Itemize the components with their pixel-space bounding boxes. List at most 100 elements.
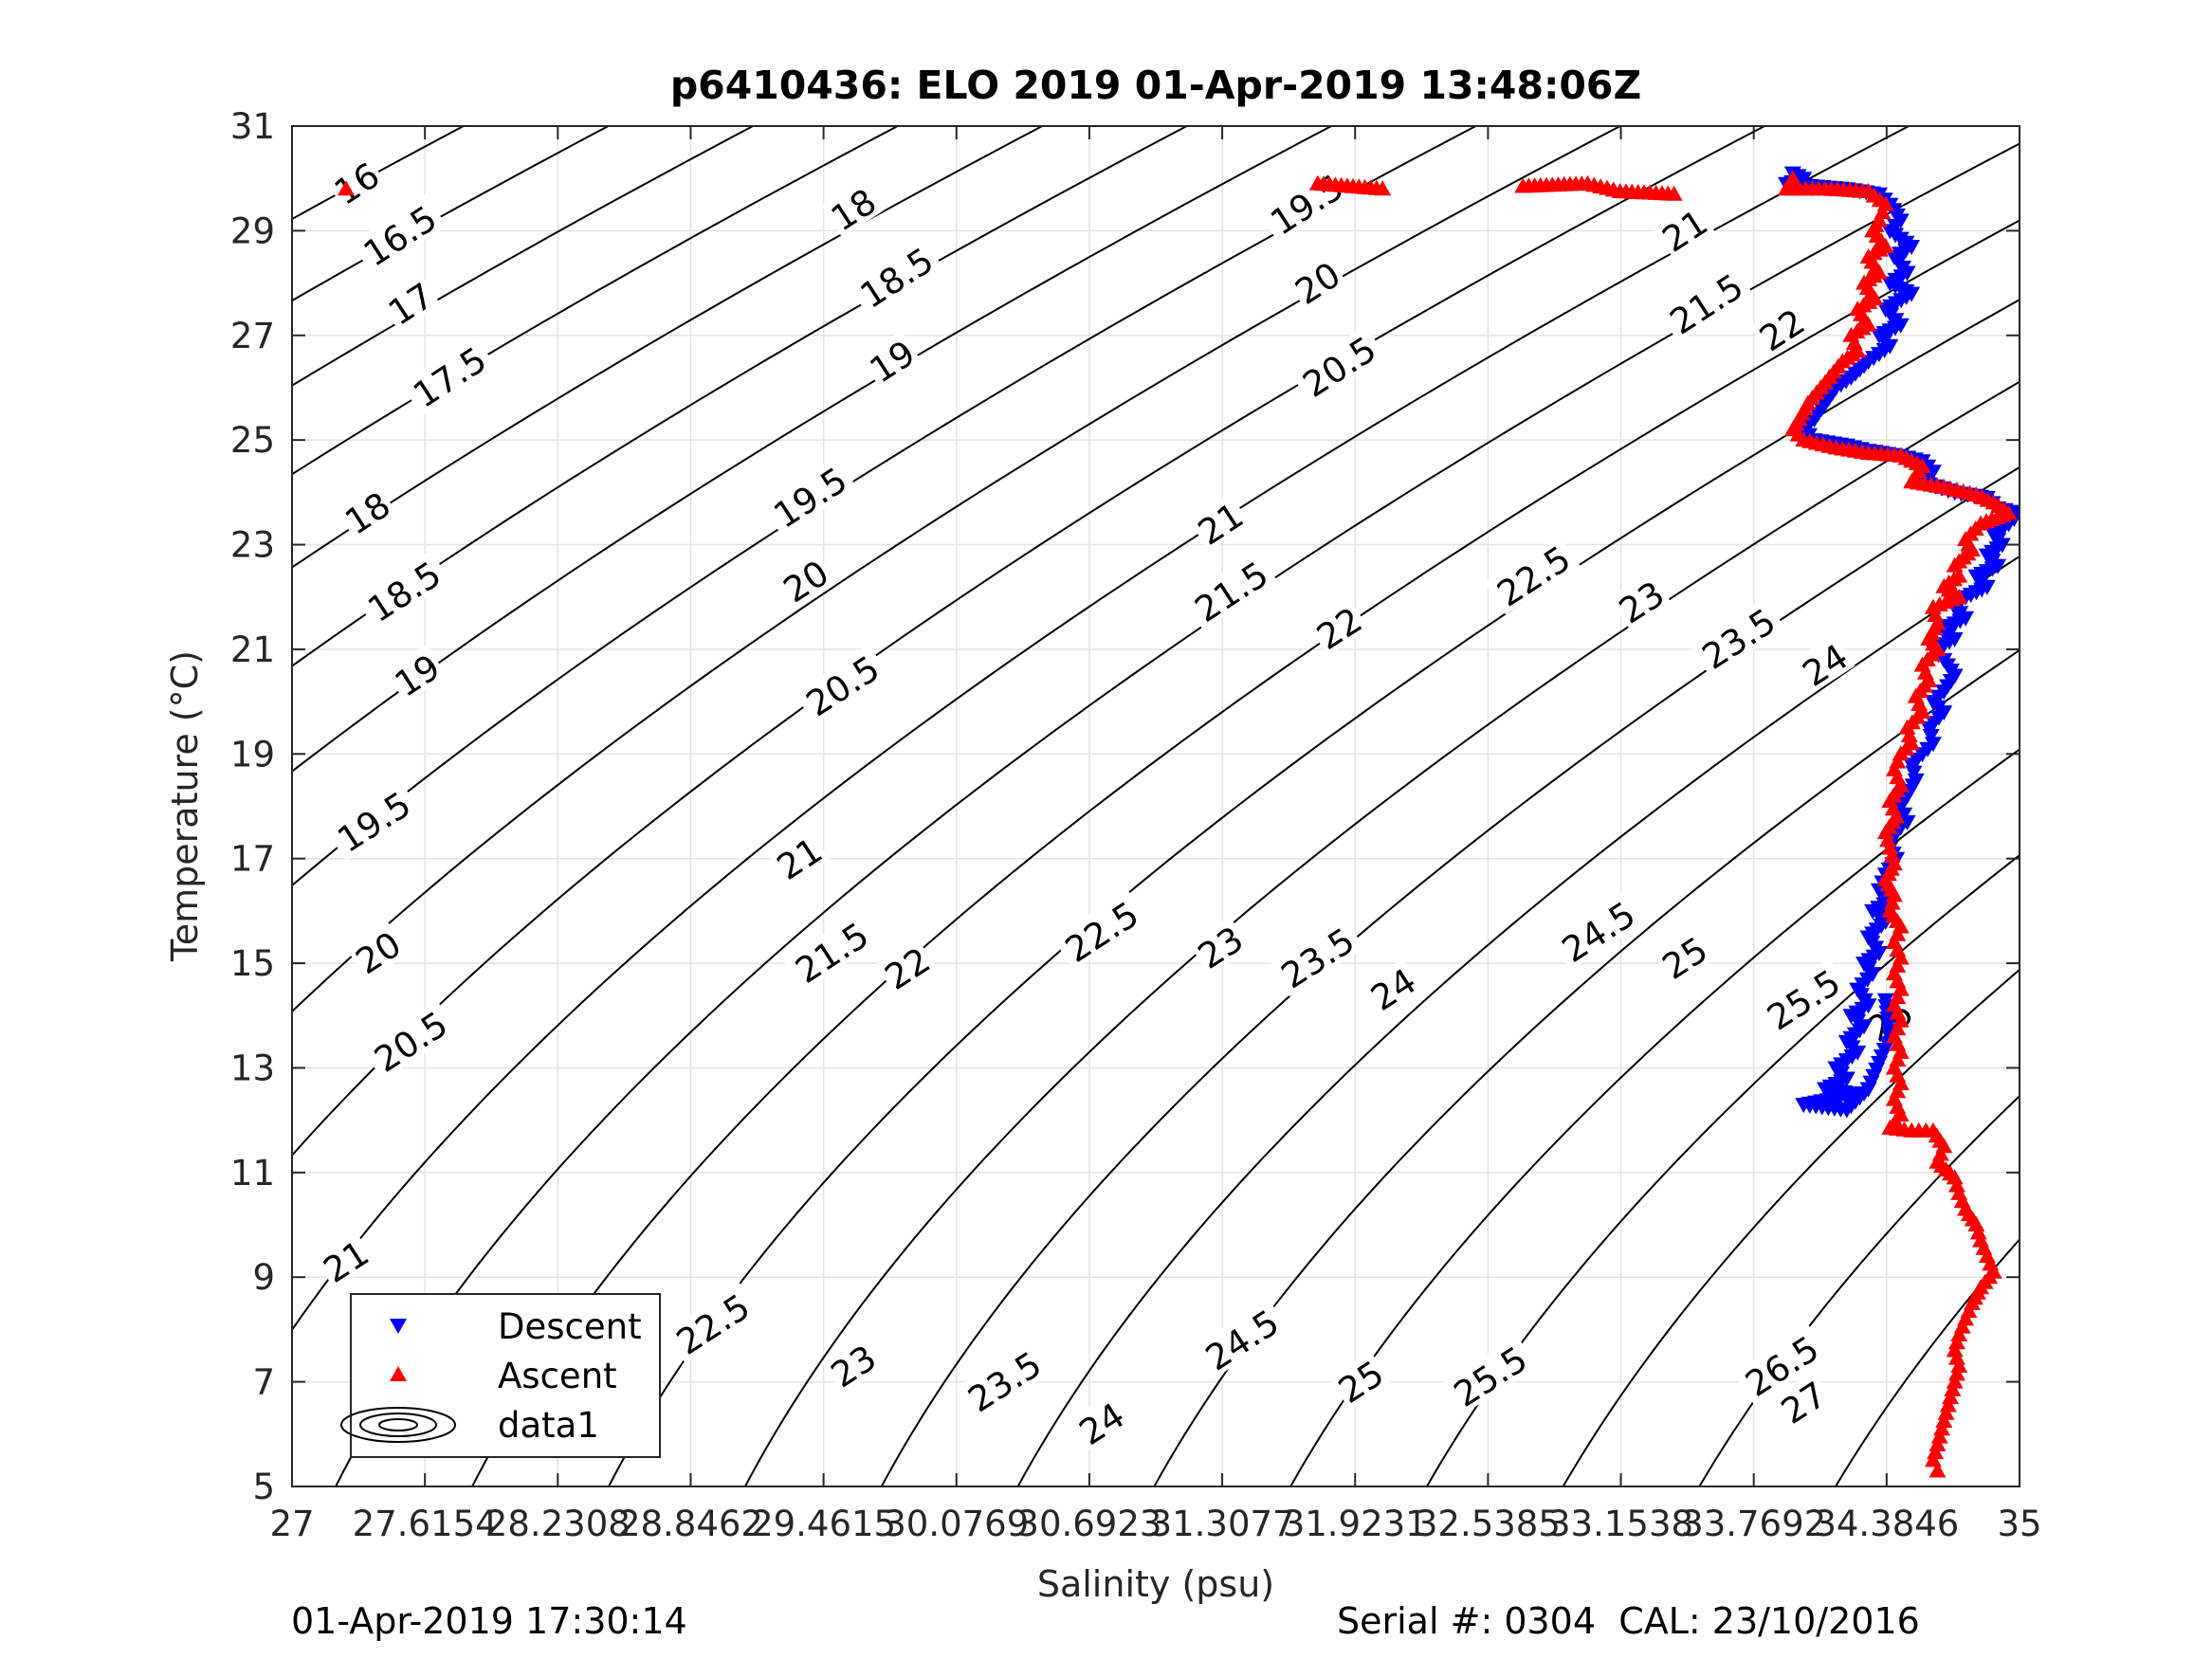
contour-label-bg [346,921,409,981]
data-point [1942,1389,1960,1405]
footer-timestamp: 01-Apr-2019 17:30:14 [291,1600,687,1642]
contour-label-bg [1793,633,1856,693]
data-point [1930,1428,1948,1444]
y-tick-label: 7 [252,1362,275,1403]
contour-label-bg [335,482,398,541]
contour-label-bg [378,273,441,332]
data-point [1947,1334,1965,1350]
x-tick-label: 32.5385 [1416,1504,1561,1544]
contour-label-bg [1549,889,1646,971]
contour-line [292,126,1767,1158]
data-point [1903,757,1921,774]
legend-label: Descent [498,1306,642,1347]
data-point [1883,894,1901,910]
y-tick-label: 19 [230,734,275,775]
contour-label-bg [1653,926,1715,986]
legend-ascent-marker [390,1366,407,1381]
data-point [1879,831,1897,848]
contour-label-bg [1290,324,1386,406]
data-point [1881,839,1899,855]
data-point [1876,824,1894,840]
x-tick-label: 30.0769 [884,1504,1029,1544]
contour-label-bg [767,828,830,886]
footer-serial-cal: Serial #: 0304 CAL: 23/10/2016 [1337,1600,1920,1642]
contour-label-bg [783,910,879,992]
x-tick-label: 27 [269,1504,314,1544]
data-point [1883,847,1901,863]
axis-ticks: 27 27.615428.230828.846229.461530.076930.… [230,106,2042,1544]
contour-label-bg [1749,299,1813,358]
legend-contour-ring [378,1418,418,1431]
data-point [1950,1358,1968,1374]
contour-line [880,465,2020,1486]
contour-label-bg [860,330,923,390]
contour-label-bg [821,178,884,238]
data-point [1892,799,1910,815]
x-tick-label: 27.6154 [353,1504,498,1544]
y-tick-label: 27 [230,316,275,356]
x-tick-label: 35 [1997,1504,2041,1544]
y-tick-label: 29 [230,210,275,251]
contour-label-bg [1188,916,1251,975]
data-point [337,180,355,196]
chart-title: p6410436: ELO 2019 01-Apr-2019 13:48:06Z [670,63,1641,108]
data-series [337,166,2020,1478]
contour-label-bg [1269,916,1365,997]
contour-label-bg [1609,571,1673,630]
data-point [1927,607,1945,623]
contour-line [292,126,900,476]
contour-line [292,126,1334,773]
contour-line [1834,1237,2020,1486]
contour-label-bg [1653,199,1715,259]
contour-label-bg [361,999,458,1081]
contour-label-bg [1733,1324,1829,1405]
data-point [1929,1462,1947,1478]
contour-label-bg [1286,251,1348,311]
contour-label-bg [385,644,448,703]
contour-label-bg [761,455,857,537]
legend-label: data1 [498,1405,599,1446]
legend: Descent Ascent data1 [340,1293,661,1458]
contour-label-bg [875,937,938,996]
contour-label-bg [1690,596,1786,678]
data-point [1969,1224,1987,1240]
x-tick-label: 34.3846 [1814,1504,1959,1544]
data-point [1900,726,1918,742]
contour-label-bg [821,1335,884,1395]
data-point [1876,993,1894,1009]
y-tick-label: 17 [230,839,275,880]
y-tick-label: 11 [230,1153,275,1194]
x-tick-label: 29.4615 [751,1504,896,1544]
contour-label-bg [400,335,497,416]
contour-label-bg [1361,958,1424,1017]
series-ascent [337,170,2018,1478]
y-tick-label: 5 [252,1467,275,1507]
data-point [1937,1404,1955,1420]
data-point [1895,807,1913,823]
data-point [1967,1216,1985,1232]
contour-label-bg [351,193,448,275]
contour-line [292,126,1045,569]
data-point [1950,1325,1968,1341]
data-point [1920,720,1938,737]
data-point [1927,1444,1945,1460]
contour-line [1016,555,2020,1486]
contour-label-bg [1754,957,1851,1039]
contour-label-bg [1069,1393,1132,1452]
contour-line [743,380,2020,1486]
y-tick-label: 25 [230,420,275,461]
data-point [1905,765,1923,781]
contour-label-bg [848,236,943,317]
contour-label-bg [1182,550,1278,630]
contour-line [1289,748,2020,1486]
contour-label-bg [1328,1350,1392,1410]
contour-line [1562,968,2020,1486]
y-tick-label: 13 [230,1048,275,1088]
contour-label-bg [1052,889,1149,971]
legend-descent-marker [390,1319,407,1334]
contour-label-bg [324,153,387,211]
contour-label-bg [1188,492,1251,552]
contour-label-bg [1307,597,1370,657]
data-point [1947,1176,1965,1193]
